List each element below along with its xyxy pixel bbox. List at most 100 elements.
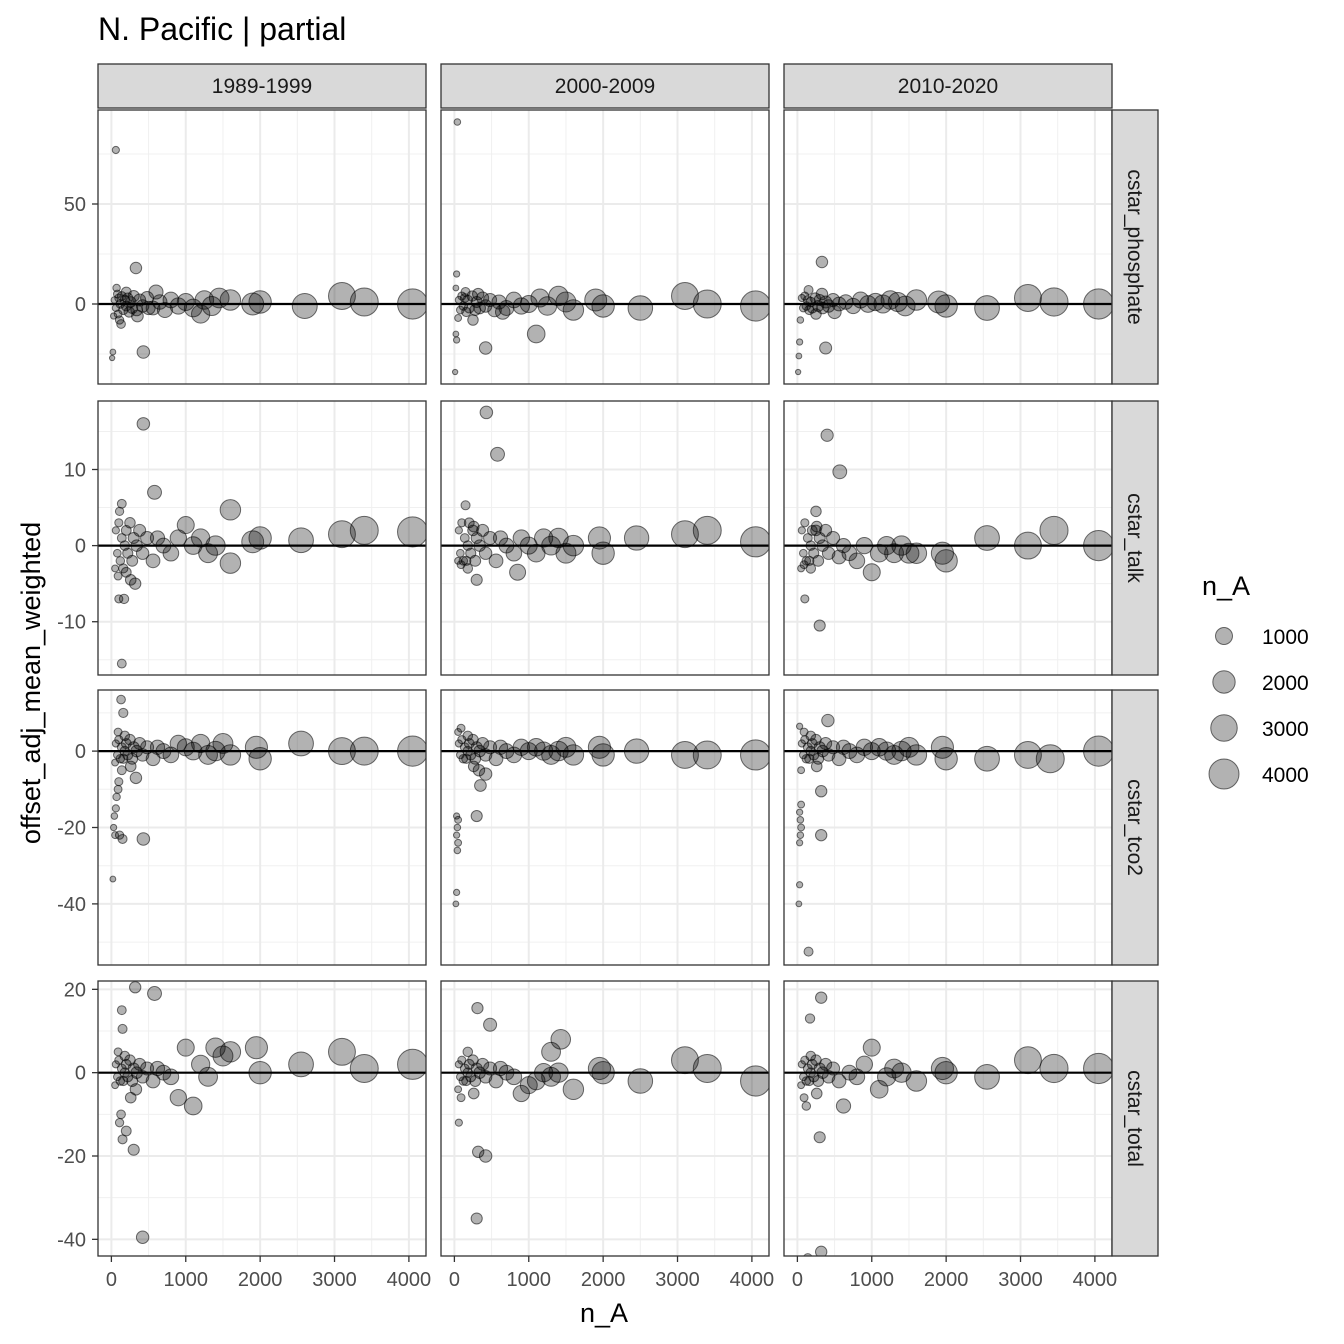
strip-label: cstar_tco2 — [1123, 779, 1146, 876]
data-point — [454, 526, 463, 535]
data-point — [452, 330, 460, 338]
x-tick-label: 3000 — [998, 1269, 1043, 1291]
data-point — [109, 312, 118, 320]
points — [794, 255, 1112, 376]
x-tick-label: 2000 — [924, 1269, 969, 1291]
data-point — [476, 1057, 490, 1071]
data-point — [474, 779, 487, 792]
data-point — [454, 1085, 463, 1094]
data-point — [1014, 1046, 1042, 1075]
data-point — [796, 816, 805, 824]
data-point — [591, 294, 615, 318]
data-point — [512, 297, 530, 315]
y-tick-label: 10 — [64, 460, 86, 482]
data-point — [244, 1036, 268, 1060]
data-point — [114, 594, 124, 604]
data-point — [671, 740, 699, 769]
data-point — [519, 536, 538, 555]
strip-column-1989-1999: 1989-1999 — [97, 63, 427, 109]
legend-key — [1202, 706, 1246, 750]
data-point — [671, 520, 699, 549]
data-point — [799, 1093, 809, 1103]
data-point — [832, 464, 848, 480]
data-point — [905, 1070, 928, 1092]
data-point — [800, 518, 810, 528]
data-point — [505, 1068, 523, 1086]
x-tick-label: 3000 — [312, 1269, 357, 1291]
data-point — [169, 1089, 187, 1107]
x-tick-label: 4000 — [1073, 1269, 1118, 1291]
data-point — [183, 1096, 203, 1116]
data-point — [1083, 530, 1112, 562]
legend-point — [1208, 758, 1240, 790]
x-tick-label: 0 — [106, 1269, 117, 1291]
legend-key — [1202, 614, 1246, 658]
data-point — [462, 563, 474, 574]
data-point — [810, 1087, 823, 1100]
data-point — [555, 291, 577, 313]
data-point — [483, 1061, 498, 1076]
points — [797, 991, 1112, 1256]
data-point — [827, 304, 842, 320]
data-point — [111, 145, 120, 155]
data-point — [821, 1070, 836, 1084]
data-point — [483, 740, 498, 755]
data-point — [452, 831, 461, 839]
data-point — [855, 536, 873, 555]
data-point — [349, 515, 379, 545]
x-axis-1989-1999: 0 1000 2000 3000 4000 — [106, 1256, 431, 1291]
data-point — [623, 525, 650, 551]
data-point — [859, 295, 877, 313]
data-point — [116, 1005, 127, 1016]
data-point — [140, 530, 155, 546]
y-tick-label: 50 — [64, 194, 86, 216]
data-point — [456, 1093, 466, 1103]
strip-background — [1111, 980, 1159, 1257]
row-strips: cstar_phosphate cstar_talk cstar_tco2cstar… — [1111, 109, 1159, 1257]
data-point — [812, 554, 825, 567]
size-legend: n_A 1000 2000 3000 4000 — [1202, 571, 1309, 796]
y-axis-cstar_talk: -10 0 10 — [57, 460, 98, 634]
data-point — [796, 316, 805, 324]
data-point — [815, 1245, 828, 1256]
strip-row-cstar_tco2: cstar_tco2 — [1111, 689, 1159, 966]
data-point — [288, 730, 314, 757]
data-point — [156, 301, 173, 319]
data-point — [509, 563, 527, 581]
strip-label: 1989-1999 — [212, 75, 312, 98]
data-point — [815, 828, 828, 842]
data-point — [797, 800, 806, 809]
panel-border — [440, 109, 770, 385]
data-point — [162, 291, 180, 309]
data-point — [562, 534, 585, 557]
data-point — [927, 290, 951, 314]
data-point — [126, 554, 139, 567]
data-point — [212, 733, 234, 754]
data-point — [1014, 740, 1042, 769]
data-point — [453, 846, 462, 855]
data-point — [460, 500, 471, 511]
data-point — [349, 287, 379, 317]
panel-cstar_tco2-1989-1999 — [97, 689, 427, 966]
panel-cstar_tco2-2000-2009 — [440, 689, 770, 966]
data-point — [248, 526, 272, 550]
data-point — [110, 812, 119, 820]
data-point — [452, 270, 461, 278]
data-point — [526, 1071, 546, 1091]
data-point — [800, 594, 810, 604]
legend-label: 4000 — [1262, 764, 1309, 787]
data-point — [248, 1060, 272, 1085]
panel-cstar_total-2010-2020 — [783, 980, 1113, 1257]
y-tick-label: -20 — [57, 1146, 86, 1168]
x-tick-label: 3000 — [655, 1269, 700, 1291]
data-point — [1014, 531, 1042, 560]
data-point — [219, 1041, 242, 1063]
legend-label: 3000 — [1262, 718, 1309, 741]
panel-border — [97, 400, 427, 676]
legend-point — [1210, 714, 1238, 742]
data-point — [112, 548, 122, 558]
data-point — [819, 341, 833, 355]
data-point — [129, 981, 142, 994]
strip-label: cstar_total — [1123, 1070, 1146, 1167]
points — [111, 981, 426, 1244]
